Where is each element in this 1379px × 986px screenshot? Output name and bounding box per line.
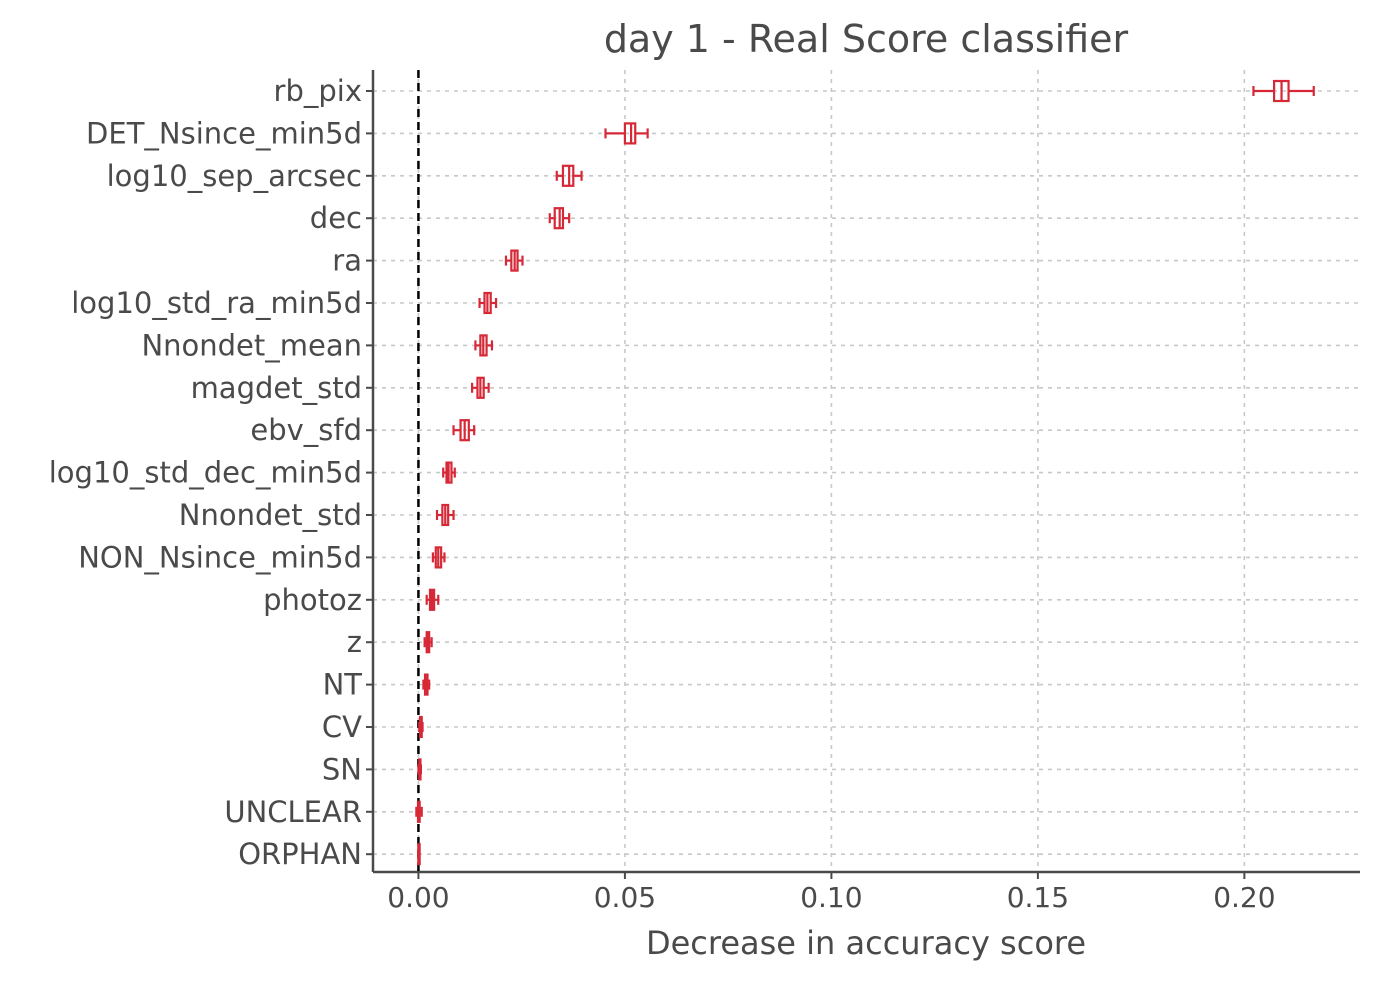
x-tick-label: 0.05 <box>594 881 656 914</box>
box-magdet_std <box>471 376 490 399</box>
y-tick-label: ORPHAN <box>238 837 362 871</box>
box-log10_std_dec_min5d <box>442 461 456 484</box>
y-tick-label: ebv_sfd <box>250 413 362 447</box>
x-tick-labels: 0.00 0.05 0.10 0.15 0.20 <box>387 881 1275 914</box>
box-ra <box>504 249 524 272</box>
box-ORPHAN <box>417 843 421 866</box>
box-NT <box>422 673 431 696</box>
y-tick-label: z <box>347 625 362 659</box>
grid-layer <box>373 70 1360 872</box>
y-tick-label: Nnondet_std <box>179 498 362 532</box>
y-tick-label: log10_std_ra_min5d <box>71 286 362 320</box>
y-tick-label: NON_Nsince_min5d <box>78 540 362 574</box>
y-tick-label: UNCLEAR <box>224 795 362 829</box>
box-photoz <box>425 588 440 611</box>
y-tick-label: dec <box>310 201 362 235</box>
box-DET_Nsince_min5d <box>604 122 649 145</box>
x-tick-label: 0.10 <box>800 881 862 914</box>
x-tick-label: 0.15 <box>1007 881 1069 914</box>
y-tick-label: Nnondet_mean <box>141 328 362 362</box>
y-tick-label: NT <box>323 668 363 702</box>
box-CV <box>418 715 424 739</box>
y-tick-label: log10_std_dec_min5d <box>49 456 362 490</box>
y-tick-label: ra <box>332 244 362 278</box>
box-Nnondet_mean <box>474 334 494 357</box>
box-SN <box>417 758 423 781</box>
x-axis-label: Decrease in accuracy score <box>646 924 1086 962</box>
box-rb_pix <box>1252 79 1315 103</box>
box-log10_sep_arcsec <box>555 164 583 187</box>
box-ebv_sfd <box>452 419 476 442</box>
y-tick-label: SN <box>322 752 362 786</box>
y-tick-label: DET_Nsince_min5d <box>86 116 362 150</box>
y-tick-label: photoz <box>263 583 362 617</box>
x-tick-label: 0.00 <box>387 881 449 914</box>
box-log10_std_ra_min5d <box>478 291 498 315</box>
x-tick-label: 0.20 <box>1213 881 1275 914</box>
box-UNCLEAR <box>415 800 423 823</box>
axes-layer <box>366 70 1360 879</box>
y-tick-label: log10_sep_arcsec <box>107 159 362 193</box>
chart-title: day 1 - Real Score classifier <box>604 17 1129 61</box>
box-Nnondet_std <box>435 503 455 527</box>
y-tick-label: magdet_std <box>191 371 362 405</box>
boxes-layer <box>415 79 1315 866</box>
box-NON_Nsince_min5d <box>431 546 446 569</box>
y-tick-labels: rb_pix DET_Nsince_min5d log10_sep_arcsecde… <box>49 74 363 871</box>
box-dec <box>548 207 571 230</box>
box-z <box>423 631 433 654</box>
y-tick-label: rb_pix <box>274 74 362 108</box>
y-tick-label: CV <box>322 710 362 744</box>
